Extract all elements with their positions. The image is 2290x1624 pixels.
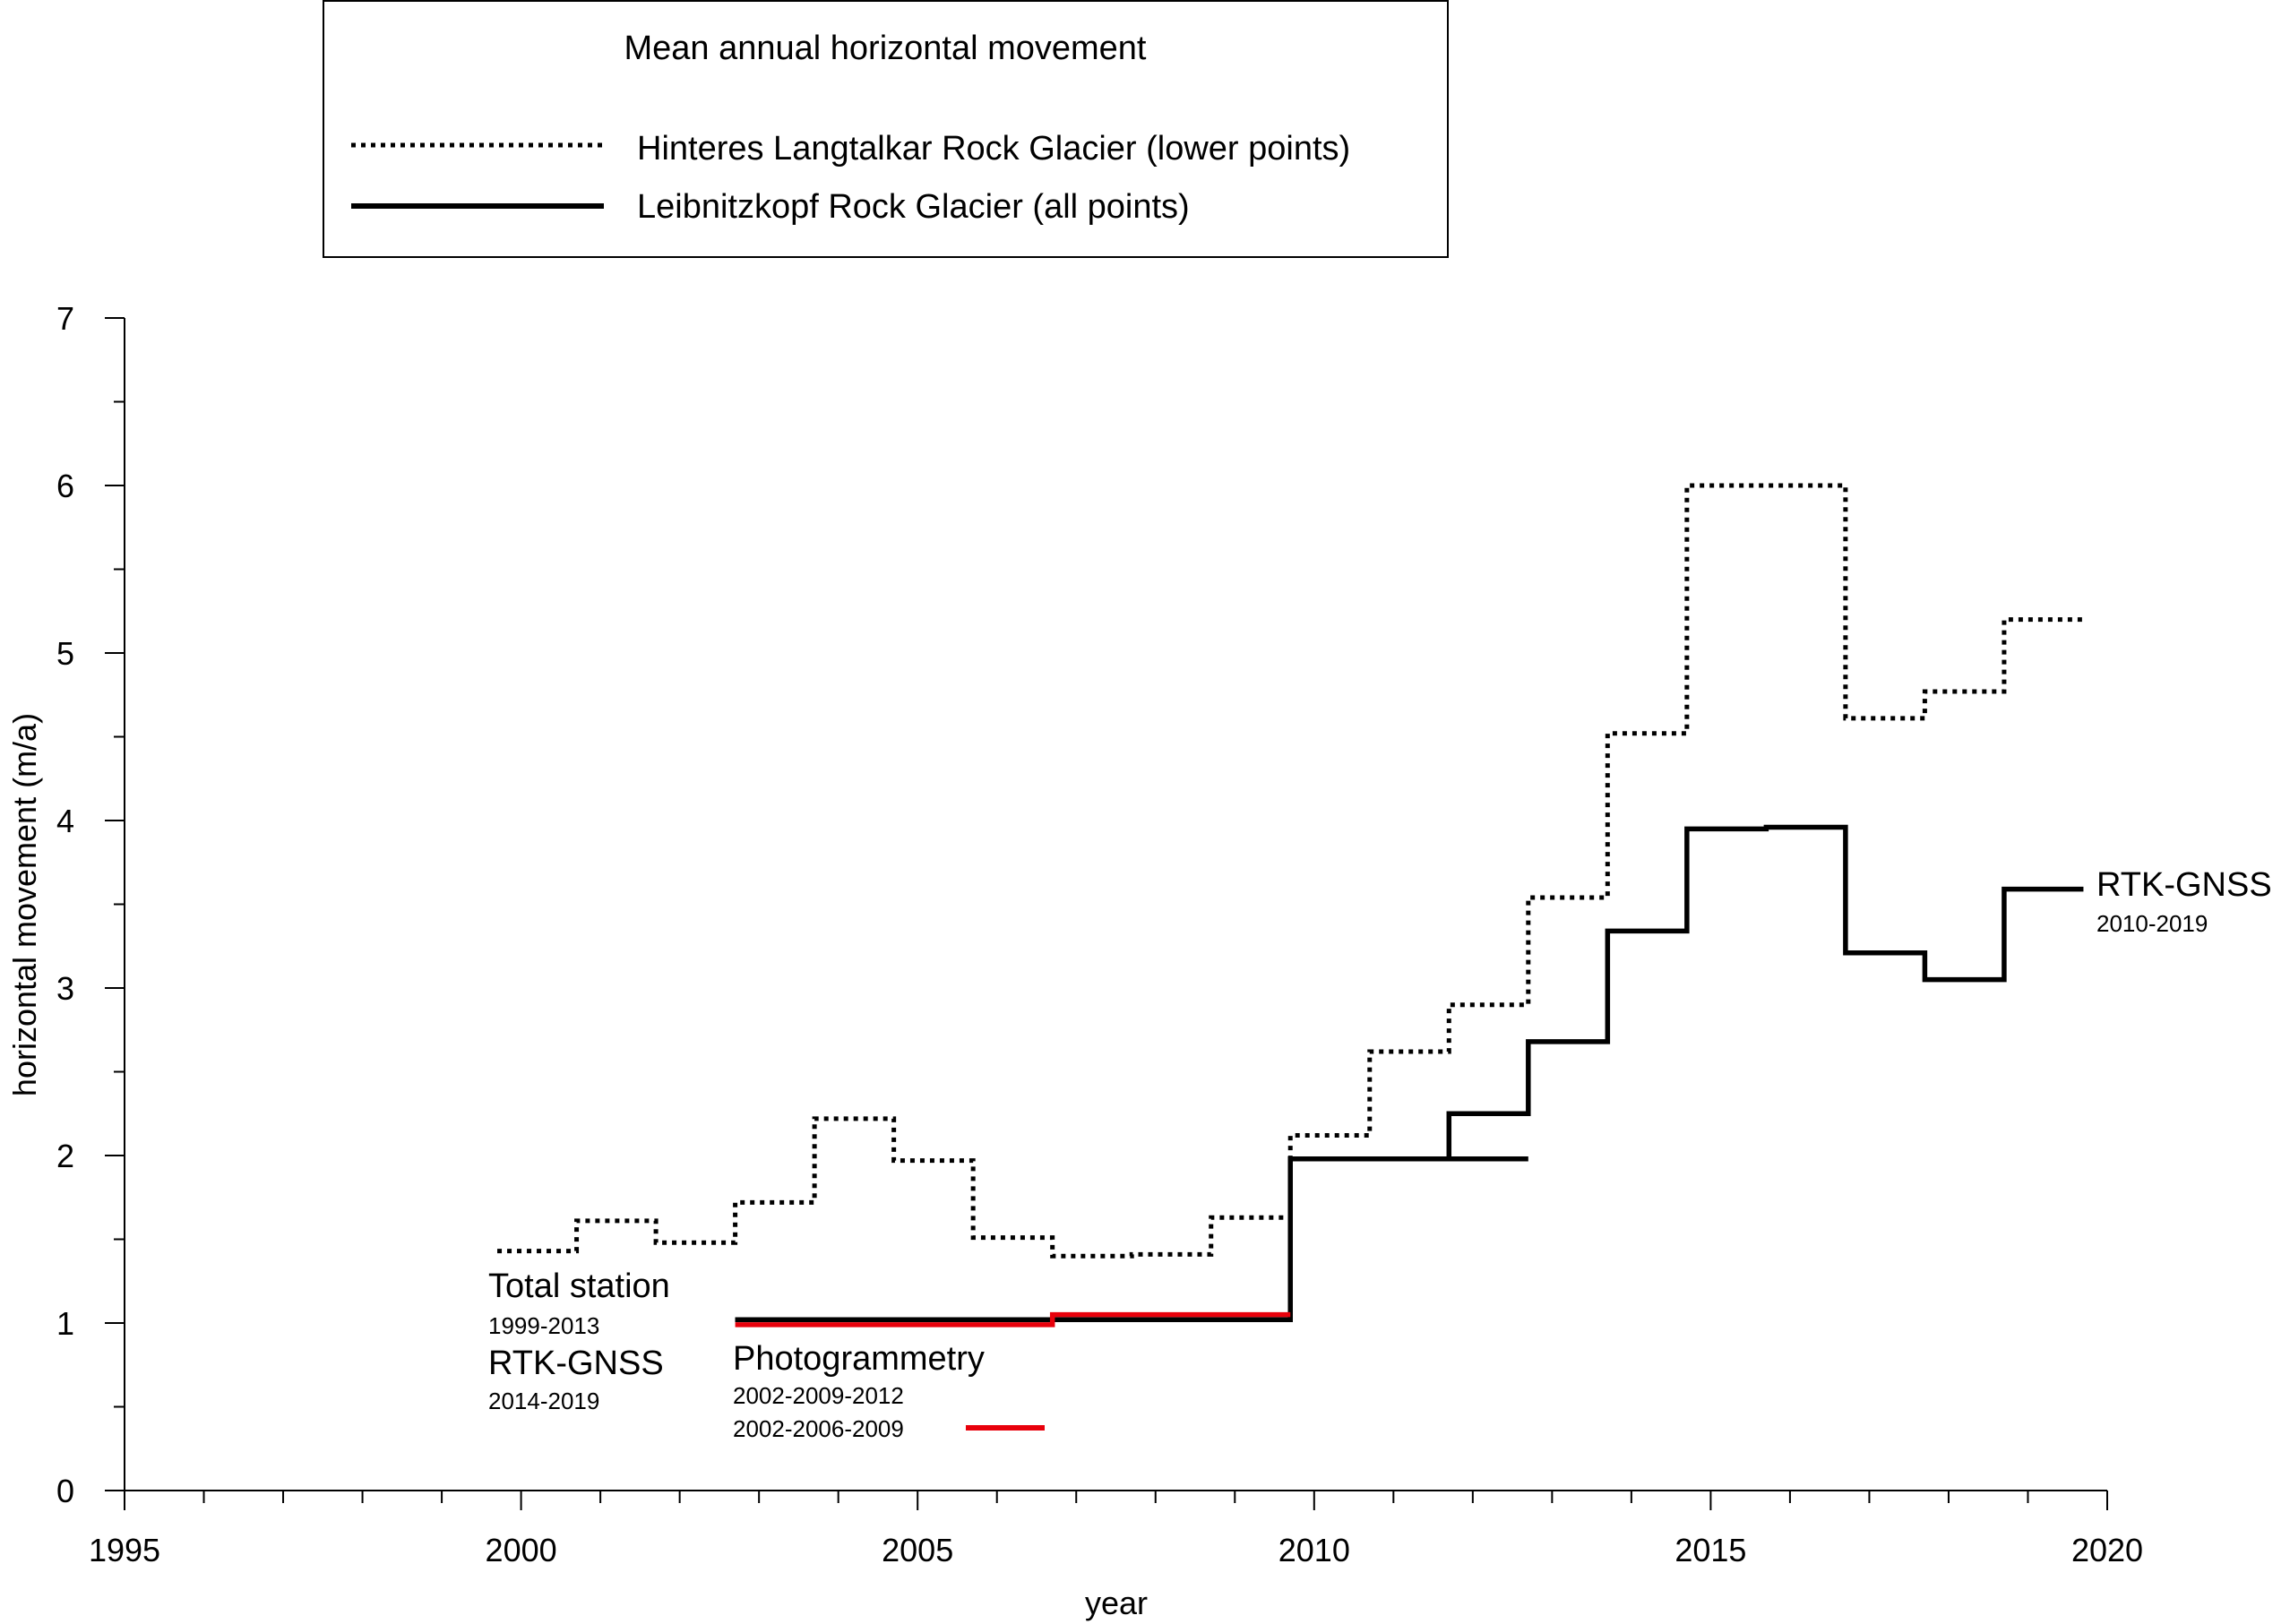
legend-label-leibnitzkopf: Leibnitzkopf Rock Glacier (all points)	[637, 188, 1190, 226]
annotation-photogrammetry: Photogrammetry 2002-2009-2012 2002-2006-…	[733, 1340, 1045, 1442]
series-photogrammetry-2002-2009-2012	[735, 1156, 1528, 1323]
annotation-photo-title: Photogrammetry	[733, 1340, 985, 1378]
x-tick-label: 2015	[1674, 1532, 1746, 1568]
annotation-rtk-right-period: 2010-2019	[2096, 910, 2208, 937]
y-tick-label: 5	[56, 635, 74, 672]
series-leibnitzkopf	[735, 824, 2084, 1323]
x-tick-label: 1995	[89, 1532, 160, 1568]
x-tick-label: 2010	[1278, 1532, 1350, 1568]
legend: Mean annual horizontal movement Hinteres…	[323, 0, 1449, 258]
annotation-ts-title: Total station	[488, 1267, 670, 1305]
legend-box	[323, 0, 1449, 258]
x-tick-label: 2000	[486, 1532, 557, 1568]
x-tick-label: 2005	[882, 1532, 953, 1568]
annotation-rtk-lower-period: 2014-2019	[488, 1388, 599, 1414]
y-axis-title: horizontal movement (m/a)	[6, 713, 43, 1096]
annotation-rtk-lower: RTK-GNSS 2014-2019	[488, 1345, 664, 1414]
series-layer	[497, 483, 2084, 1328]
annotation-ts-period: 1999-2013	[488, 1312, 599, 1339]
annotation-rtk-right: RTK-GNSS 2010-2019	[2096, 866, 2272, 937]
annotation-photo-period: 2002-2009-2012	[733, 1382, 904, 1409]
annotation-photo-period2: 2002-2006-2009	[733, 1415, 904, 1442]
annotation-rtk-lower-title: RTK-GNSS	[488, 1345, 664, 1382]
y-tick-label: 3	[56, 970, 74, 1007]
y-tick-label: 6	[56, 468, 74, 504]
legend-title: Mean annual horizontal movement	[624, 30, 1146, 67]
y-tick-label: 4	[56, 803, 74, 839]
y-tick-label: 2	[56, 1138, 74, 1174]
annotation-total-station: Total station 1999-2013	[488, 1267, 670, 1339]
x-axis-title: year	[1085, 1585, 1148, 1621]
legend-label-hinteres: Hinteres Langtalkar Rock Glacier (lower …	[637, 130, 1350, 168]
y-tick-label: 7	[56, 300, 74, 337]
y-tick-label: 1	[56, 1305, 74, 1342]
y-axis: 0 1 2 3 4 5 6 7	[56, 300, 125, 1509]
x-axis: 1995 2000 2005 2010 2015 2020	[89, 1490, 2143, 1568]
annotation-rtk-right-title: RTK-GNSS	[2096, 866, 2272, 904]
x-tick-label: 2020	[2071, 1532, 2143, 1568]
series-hinteres-langtalkar	[497, 483, 2084, 1259]
y-tick-label: 0	[56, 1473, 74, 1509]
series-photogrammetry-2002-2006-2009	[735, 1311, 1291, 1328]
